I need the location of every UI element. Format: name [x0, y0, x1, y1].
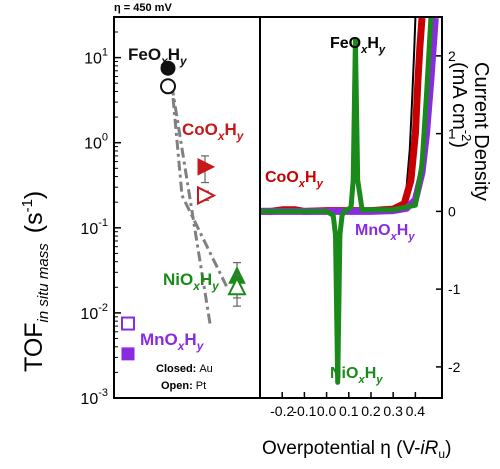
- current-density-curves: [260, 17, 439, 385]
- tof-trend-polyline: [170, 86, 229, 324]
- tof-y-tick-label: 100: [84, 132, 108, 153]
- eta-annotation: η = 450 mV: [114, 2, 172, 14]
- tof-y-tick-label: 101: [84, 47, 108, 68]
- tof-y-axis: 10-3 10-2 10-1 100 101: [80, 16, 121, 408]
- tof-label-feo: FeOxHy: [128, 45, 188, 68]
- current-plot-frame: [259, 16, 443, 399]
- current-x-axis: -0.2-0.1 0.0 0.1 0.2 0.3 0.4: [270, 392, 425, 419]
- current-x-tick-label: 0.3: [383, 403, 403, 419]
- tof-marker-coo-closed: [197, 158, 216, 176]
- current-y-axis: -2 -1 0 1 2: [436, 48, 461, 375]
- current-x-tick-label: -0.2: [270, 403, 294, 419]
- tof-trend-line: [170, 86, 229, 324]
- tof-marker-coo-open: [197, 185, 217, 206]
- current-label-nio: NiOxHy: [330, 365, 383, 386]
- current-x-tick-label: 0.1: [339, 403, 359, 419]
- tof-y-tick-label: 10-3: [80, 387, 108, 408]
- legend-closed-label: Closed: Au: [156, 363, 213, 375]
- tof-marker-mno-open: [121, 316, 135, 331]
- tof-y-tick-label: 10-2: [80, 302, 108, 323]
- tof-marker-nio-open: [227, 276, 247, 296]
- tof-series-labels: FeOxHy CoOxHy NiOxHy MnOxHy: [128, 45, 245, 353]
- tof-marker-mno-closed: [121, 347, 135, 361]
- tof-label-mno: MnOxHy: [140, 330, 205, 353]
- current-y-tick-label: -2: [448, 359, 461, 375]
- tof-label-coo: CoOxHy: [182, 120, 245, 143]
- current-label-coo: CoOxHy: [265, 169, 324, 190]
- current-y-axis-title: Current Density(mA cm-2): [448, 62, 492, 201]
- current-y-tick-label: -1: [448, 281, 461, 297]
- tof-marker-feo-open: [160, 78, 176, 95]
- current-x-tick-label: -0.1: [292, 403, 316, 419]
- current-density-panel: -0.2-0.1 0.0 0.1 0.2 0.3 0.4 -2 -1 0 1 2 FeOxHy Co…: [259, 16, 492, 461]
- current-label-feo: FeOxHy: [330, 35, 386, 56]
- current-x-axis-title: Overpotential η (V-iRu): [262, 438, 451, 461]
- current-label-mno: MnOxHy: [355, 222, 415, 243]
- current-x-tick-label: 0.4: [406, 403, 426, 419]
- current-x-tick-label: 0.0: [317, 403, 337, 419]
- current-curve-nio: [261, 17, 434, 385]
- tof-y-axis-title: TOFin situ mass(s-1): [19, 191, 52, 372]
- tof-y-tick-label: 10-1: [80, 217, 108, 238]
- current-y-tick-label: 0: [448, 203, 456, 219]
- current-y-tick-label: 1: [448, 126, 456, 142]
- current-series-labels: FeOxHy CoOxHy MnOxHy NiOxHy: [265, 35, 415, 386]
- tof-data-marks: [121, 60, 247, 361]
- tof-marker-feo-closed: [160, 60, 176, 76]
- legend-open-label: Open: Pt: [161, 380, 206, 392]
- current-y-tick-label: 2: [448, 48, 456, 64]
- tof-label-nio: NiOxHy: [163, 270, 220, 293]
- current-x-tick-label: 0.2: [361, 403, 381, 419]
